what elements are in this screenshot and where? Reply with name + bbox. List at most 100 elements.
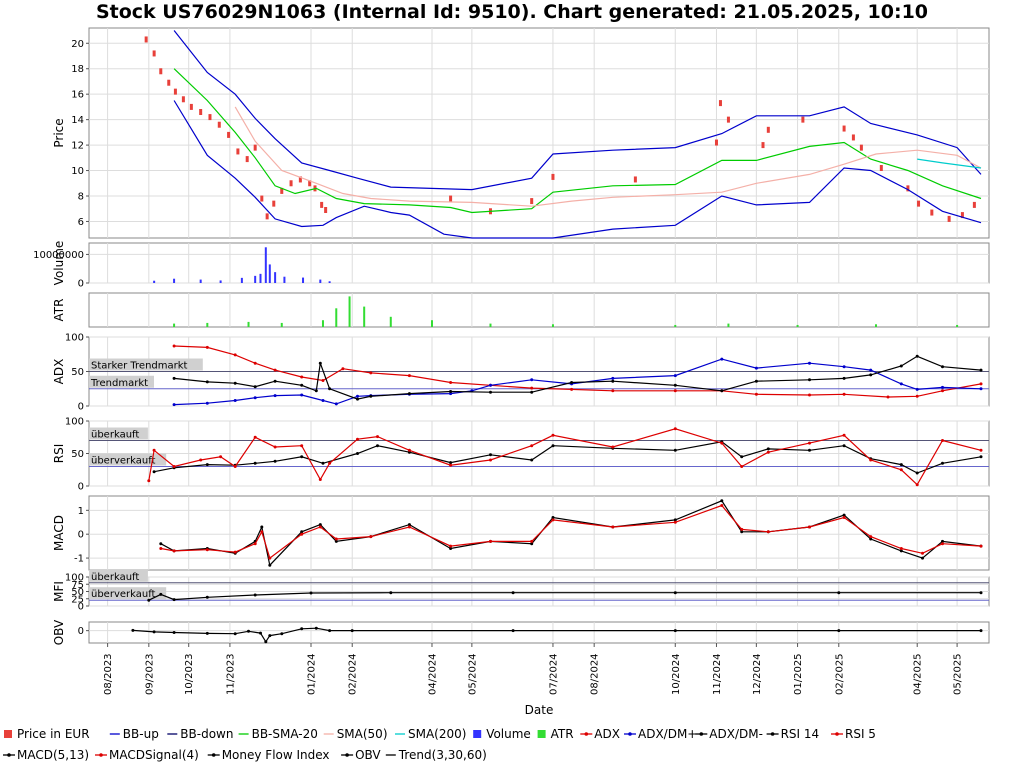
- series-point: [808, 361, 811, 365]
- series-point: [314, 389, 318, 393]
- zone-label-bg: [89, 569, 148, 582]
- bar-mark: [551, 324, 554, 327]
- series-point: [159, 542, 163, 546]
- bar-mark: [153, 280, 156, 283]
- series-point: [318, 478, 322, 481]
- series-point: [449, 390, 453, 393]
- candle-mark: [167, 79, 171, 86]
- series-point: [754, 366, 758, 370]
- series-point: [449, 381, 453, 384]
- x-tick-label: 11/2024: [712, 653, 723, 695]
- panel-frame: [88, 27, 990, 239]
- legend-swatch-dot: [99, 753, 103, 757]
- candle-mark: [272, 200, 276, 207]
- bar-mark: [389, 316, 392, 327]
- bar-mark: [206, 322, 209, 327]
- series-point: [152, 630, 156, 634]
- series-point: [921, 551, 924, 555]
- series-point: [273, 459, 277, 463]
- bar-mark: [264, 247, 267, 283]
- series-point: [979, 455, 983, 459]
- candle-mark: [289, 180, 293, 187]
- series-point: [147, 479, 151, 483]
- series-point: [530, 542, 534, 546]
- series-point: [808, 441, 811, 445]
- series-point: [899, 549, 903, 553]
- series-point: [321, 399, 325, 402]
- bar-mark: [956, 324, 959, 327]
- zone-label: überkauft: [91, 430, 139, 441]
- y-axis-label: Volume: [52, 241, 66, 286]
- series-point: [449, 547, 453, 550]
- series-point: [131, 628, 135, 632]
- zone-label: überverkauft: [91, 589, 156, 600]
- series-point: [253, 542, 257, 546]
- series-point: [449, 544, 453, 548]
- panel-frame: [88, 495, 990, 571]
- y-axis-label: ATR: [52, 299, 66, 322]
- y-axis-label: MFI: [52, 581, 66, 602]
- series-point: [941, 539, 944, 543]
- candle-mark: [265, 213, 269, 220]
- series-point: [449, 461, 453, 465]
- series-point: [489, 390, 492, 394]
- chart-title: Stock US76029N1063 (Internal Id: 9510). …: [96, 1, 928, 23]
- series-point: [253, 385, 257, 389]
- series-point: [334, 539, 338, 543]
- candle-mark: [766, 126, 770, 133]
- y-tick-label: 12: [71, 141, 84, 152]
- panel-frame: [88, 292, 990, 328]
- legend-swatch-dot: [628, 732, 632, 736]
- series-point: [172, 598, 176, 602]
- bar-mark: [727, 323, 730, 327]
- zone-label-bg: [89, 358, 203, 371]
- candle-mark: [879, 165, 883, 171]
- series-point: [356, 452, 359, 455]
- legend-label: SMA(50): [337, 727, 388, 741]
- series-point: [673, 591, 677, 595]
- series-point: [673, 520, 677, 524]
- y-tick-label: 8: [78, 192, 84, 203]
- candle-mark: [260, 195, 264, 202]
- series-point: [886, 395, 890, 399]
- candle-mark: [859, 144, 863, 151]
- series-point: [334, 537, 338, 541]
- series-point: [264, 640, 268, 644]
- y-tick-label: 10000000: [33, 250, 84, 261]
- series-point: [268, 634, 272, 638]
- legend-label: OBV: [355, 748, 381, 762]
- series-point: [808, 378, 811, 382]
- series-point: [551, 433, 555, 437]
- series-point: [941, 542, 944, 546]
- y-tick-label: 6: [78, 217, 84, 228]
- series-point: [941, 389, 944, 393]
- series-point: [740, 527, 744, 531]
- series-point: [205, 401, 209, 405]
- y-tick-label: 100: [65, 573, 84, 584]
- series-point: [673, 518, 677, 522]
- x-tick-label: 02/2024: [348, 653, 359, 695]
- series-point: [740, 455, 744, 459]
- bar-mark: [283, 276, 286, 283]
- legend-swatch: [537, 730, 546, 738]
- series-point: [766, 447, 770, 451]
- series-point: [159, 547, 163, 550]
- series-point: [899, 463, 903, 467]
- candle-mark: [152, 50, 156, 57]
- candle-mark: [633, 176, 637, 183]
- series-point: [369, 371, 373, 375]
- plot-area: 68101214161820Price010000000VolumeATR050…: [33, 27, 990, 717]
- series-point: [199, 458, 203, 462]
- y-axis-label: RSI: [52, 444, 66, 464]
- series-point: [611, 379, 615, 383]
- x-tick-label: 07/2024: [548, 653, 559, 695]
- zone-label: überkauft: [91, 572, 139, 583]
- bar-mark: [875, 324, 878, 327]
- series-point: [570, 381, 574, 384]
- legend-swatch: [473, 730, 482, 738]
- series-point: [300, 383, 304, 387]
- series-point: [300, 444, 304, 448]
- series-point: [300, 532, 304, 536]
- candle-mark: [801, 116, 805, 123]
- y-tick-label: 50: [71, 449, 84, 460]
